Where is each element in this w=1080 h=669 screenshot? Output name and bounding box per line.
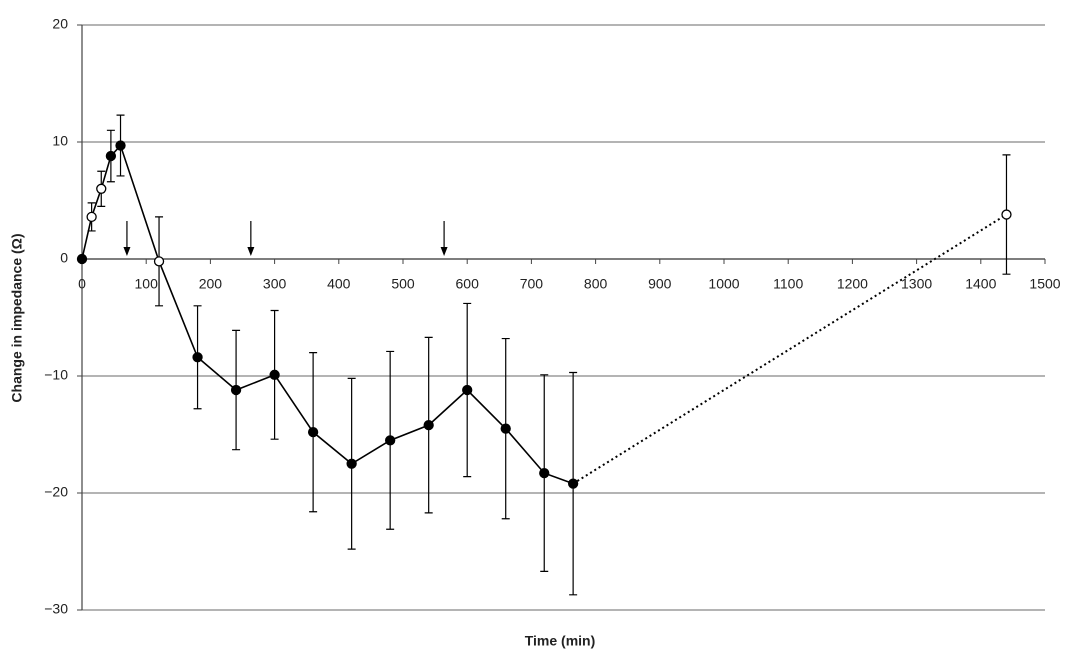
x-tick-label: 400 — [327, 276, 351, 292]
arrow-head — [247, 247, 255, 256]
marker — [230, 384, 242, 396]
x-tick-label: 0 — [78, 276, 86, 292]
x-tick-label: 1500 — [1029, 276, 1060, 292]
marker — [269, 369, 280, 380]
marker — [500, 423, 511, 434]
dotted-line — [572, 213, 1008, 485]
x-tick-label: 200 — [199, 276, 223, 292]
marker — [115, 140, 126, 151]
marker — [307, 427, 319, 438]
y-tick-label: 20 — [52, 16, 68, 32]
marker — [462, 384, 473, 396]
x-tick-label: 300 — [263, 276, 287, 292]
x-tick-label: 1100 — [773, 276, 803, 292]
x-tick-label: 1000 — [708, 276, 739, 292]
x-tick-label: 100 — [135, 276, 159, 292]
x-tick-label: 800 — [584, 276, 608, 292]
marker — [86, 211, 97, 223]
y-axis-title: Change in impedance (Ω) — [9, 233, 25, 402]
x-tick-label: 1300 — [901, 276, 932, 292]
marker — [153, 256, 165, 267]
x-tick-label: 1400 — [965, 276, 996, 292]
marker — [539, 467, 550, 479]
marker — [96, 183, 107, 194]
line — [81, 143, 574, 485]
y-tick-label: 0 — [60, 250, 68, 266]
y-tick-label: 10 — [52, 133, 68, 149]
marker — [385, 435, 396, 446]
marker — [76, 253, 88, 265]
marker — [423, 419, 434, 431]
marker — [1001, 209, 1012, 220]
x-axis-title: Time (min) — [525, 633, 596, 649]
arrow-head — [440, 247, 448, 256]
marker — [192, 352, 203, 363]
y-tick-label: −10 — [44, 367, 68, 383]
arrow-head — [123, 247, 131, 256]
y-tick-label: −30 — [44, 601, 68, 617]
marker — [567, 478, 579, 489]
x-tick-label: 900 — [648, 276, 672, 292]
marker — [105, 150, 117, 162]
x-tick-label: 600 — [456, 276, 480, 292]
x-tick-label: 700 — [520, 276, 544, 292]
marker — [346, 458, 357, 469]
y-tick-label: −20 — [44, 484, 68, 500]
x-tick-label: 1200 — [837, 276, 868, 292]
x-tick-label: 500 — [391, 276, 415, 292]
